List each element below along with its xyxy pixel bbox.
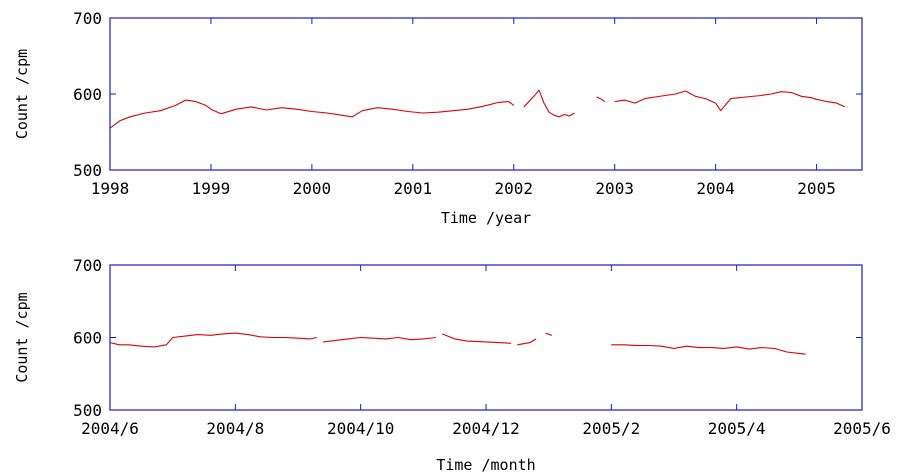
count-series-line — [109, 99, 515, 129]
x-tick-label: 2003 — [595, 179, 634, 198]
count-series-line — [441, 333, 512, 344]
count-series-line — [517, 338, 537, 346]
count-series-line — [611, 344, 806, 355]
x-tick-label: 2004 — [696, 179, 735, 198]
y-tick-label: 600 — [73, 85, 102, 104]
monthly-count-chart: 2004/6 2004/8 2004/10 2004/12 2005/2 2005/4 20… — [13, 256, 891, 474]
y-axis-title: Count /cpm — [13, 49, 31, 139]
x-tick-label: 2001 — [394, 179, 433, 198]
y-tick-label: 700 — [73, 9, 102, 28]
x-tick-label: 2004/10 — [327, 419, 394, 438]
x-tick-label: 2000 — [293, 179, 332, 198]
count-series-line — [545, 332, 552, 336]
count-series-line — [323, 336, 436, 343]
count-series-line — [614, 90, 846, 112]
y-axis-title: Count /cpm — [13, 292, 31, 382]
y-tick-label: 700 — [73, 256, 102, 275]
x-tick-label: 2002 — [494, 179, 533, 198]
yearly-count-chart: 1998 1999 2000 2001 2002 2003 2004 2005 500 600 70… — [13, 9, 863, 227]
count-series-line — [523, 89, 575, 118]
x-tick-label: 2005/6 — [833, 419, 891, 438]
y-tick-label: 500 — [73, 161, 102, 180]
x-tick-label: 2004/6 — [81, 419, 139, 438]
x-tick-label: 2005/2 — [582, 419, 640, 438]
x-tick-label: 1998 — [91, 179, 130, 198]
count-series-line — [109, 332, 317, 348]
plot-frame — [109, 264, 863, 411]
x-axis-title: Time /year — [441, 209, 531, 227]
x-tick-label: 2005/4 — [708, 419, 766, 438]
x-tick-label: 2004/8 — [206, 419, 264, 438]
x-tick-label: 2005 — [797, 179, 836, 198]
count-series-line — [596, 96, 605, 103]
x-axis-title: Time /month — [436, 456, 535, 474]
x-tick-label: 1999 — [192, 179, 231, 198]
plot-frame — [109, 17, 863, 171]
x-tick-label: 2004/12 — [452, 419, 519, 438]
y-tick-label: 500 — [73, 401, 102, 420]
y-tick-label: 600 — [73, 329, 102, 348]
